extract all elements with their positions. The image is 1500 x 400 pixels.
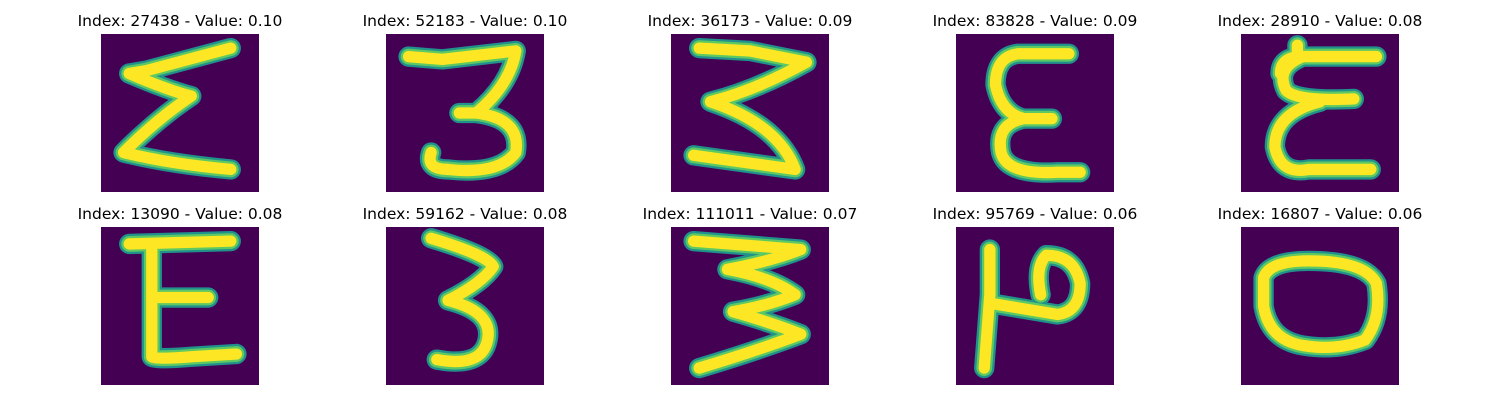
digit-glyph xyxy=(420,228,504,372)
glyph-stroke xyxy=(402,45,523,177)
sample-caption: Index: 16807 - Value: 0.06 xyxy=(1217,205,1423,223)
digit-image xyxy=(1241,227,1399,385)
sample-caption: Index: 83828 - Value: 0.09 xyxy=(932,12,1138,30)
digit-glyph xyxy=(1253,250,1388,358)
glyph-stroke xyxy=(117,42,237,176)
glyph-stroke xyxy=(123,235,243,364)
glyph-stroke xyxy=(425,232,499,368)
sample-cell-1: Index: 52183 - Value: 0.10 xyxy=(325,8,605,198)
digit-image xyxy=(386,227,544,385)
digit-glyph xyxy=(119,230,247,369)
sample-caption: Index: 59162 - Value: 0.08 xyxy=(362,205,568,223)
digit-image xyxy=(956,34,1114,192)
sample-caption: Index: 111011 - Value: 0.07 xyxy=(642,205,858,223)
digit-image xyxy=(671,227,829,385)
digit-image xyxy=(1241,34,1399,192)
digit-glyph xyxy=(683,37,817,180)
digit-glyph xyxy=(985,43,1091,183)
sample-caption: Index: 36173 - Value: 0.09 xyxy=(647,12,853,30)
sample-cell-5: Index: 13090 - Value: 0.08 xyxy=(40,201,320,391)
digit-image xyxy=(101,34,259,192)
glyph-stroke xyxy=(989,48,1086,179)
glyph-stroke xyxy=(1257,255,1384,353)
digit-glyph xyxy=(1264,35,1387,181)
digit-glyph xyxy=(113,37,241,180)
glyph-stroke xyxy=(1269,39,1383,176)
glyph-stroke xyxy=(687,235,807,374)
sample-cell-2: Index: 36173 - Value: 0.09 xyxy=(610,8,890,198)
digit-image xyxy=(386,34,544,192)
digit-glyph xyxy=(974,239,1091,379)
sample-cell-6: Index: 59162 - Value: 0.08 xyxy=(325,201,605,391)
sample-cell-4: Index: 28910 - Value: 0.08 xyxy=(1180,8,1460,198)
sample-cell-8: Index: 95769 - Value: 0.06 xyxy=(895,201,1175,391)
sample-caption: Index: 52183 - Value: 0.10 xyxy=(362,12,568,30)
sample-cell-3: Index: 83828 - Value: 0.09 xyxy=(895,8,1175,198)
digit-image xyxy=(101,227,259,385)
digit-image xyxy=(956,227,1114,385)
sample-cell-9: Index: 16807 - Value: 0.06 xyxy=(1180,201,1460,391)
sample-caption: Index: 13090 - Value: 0.08 xyxy=(77,205,283,223)
sample-caption: Index: 95769 - Value: 0.06 xyxy=(932,205,1138,223)
sample-cell-0: Index: 27438 - Value: 0.10 xyxy=(40,8,320,198)
sample-caption: Index: 27438 - Value: 0.10 xyxy=(77,12,283,30)
digit-image xyxy=(671,34,829,192)
sample-cell-7: Index: 111011 - Value: 0.07 xyxy=(610,201,890,391)
glyph-stroke xyxy=(978,243,1086,374)
sample-caption: Index: 28910 - Value: 0.08 xyxy=(1217,12,1423,30)
glyph-stroke xyxy=(687,42,813,176)
digit-glyph xyxy=(683,230,811,379)
digit-glyph xyxy=(398,40,527,181)
